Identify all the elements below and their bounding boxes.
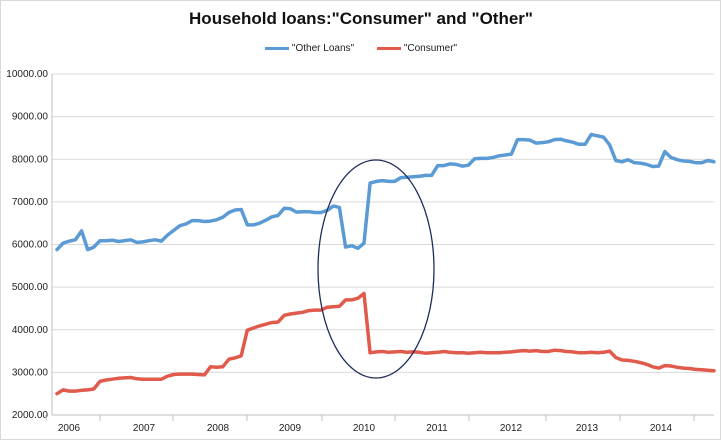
y-tick-label: 2000.00 [12,410,49,421]
legend-label-other-loans: "Other Loans" [291,43,355,54]
x-tick-label: 2007 [133,423,156,434]
y-tick-label: 4000.00 [12,325,49,336]
y-tick-label: 8000.00 [12,154,49,165]
legend-swatch-other-loans [264,47,289,50]
y-tick-label: 5000.00 [12,282,49,293]
x-tick-label: 2010 [353,423,376,434]
legend-item-consumer: "Consumer" [376,43,458,54]
x-tick-label: 2006 [58,423,81,434]
x-tick-label: 2008 [207,423,230,434]
y-tick-label: 9000.00 [12,112,49,123]
series-line-consumer [55,291,716,396]
chart-title: Household loans:"Consumer" and "Other" [189,9,533,28]
legend: "Other Loans" "Consumer" [0,42,722,54]
x-tick-label: 2009 [279,423,302,434]
x-tick-label: 2011 [426,423,448,434]
y-tick-label: 10000.00 [6,69,48,80]
annotation-ellipse [317,159,435,379]
x-tick-label: 2013 [576,423,599,434]
x-tick-label: 2014 [650,423,673,434]
x-tick-label: 2012 [500,423,523,434]
legend-label-consumer: "Consumer" [403,43,458,54]
series-line-other-loans [55,132,716,252]
y-tick-label: 6000.00 [12,240,49,251]
y-tick-label: 7000.00 [12,197,49,208]
legend-swatch-consumer [376,47,401,50]
y-tick-label: 3000.00 [12,367,49,378]
legend-item-other-loans: "Other Loans" [264,43,355,54]
